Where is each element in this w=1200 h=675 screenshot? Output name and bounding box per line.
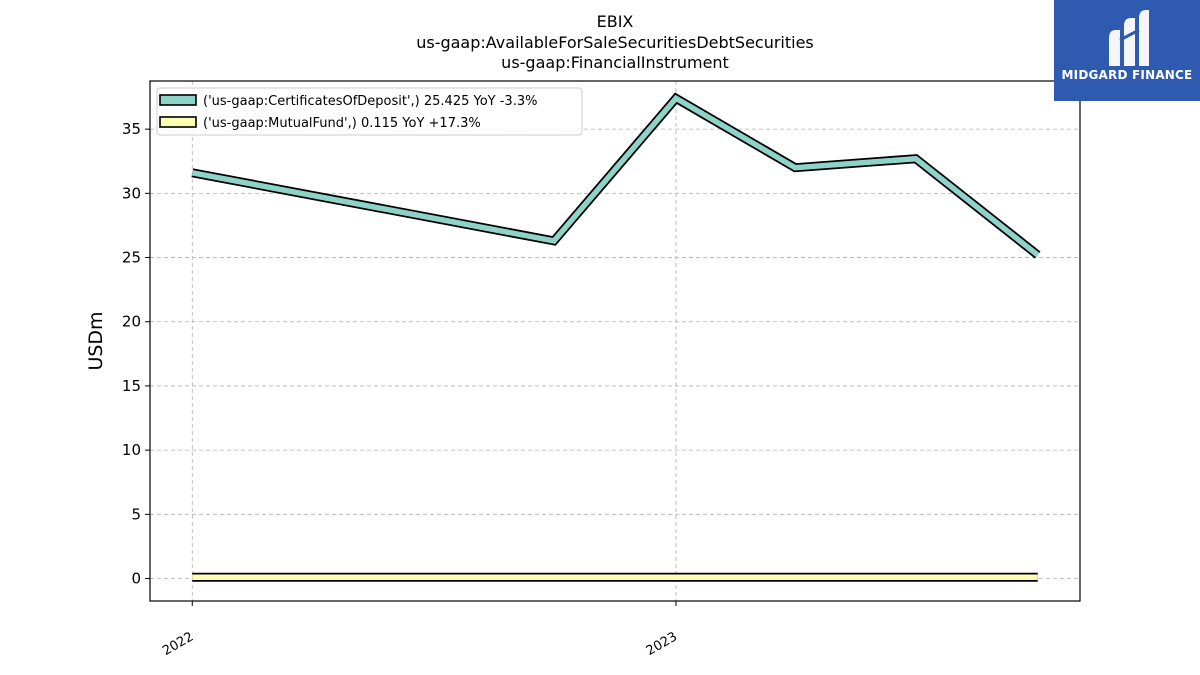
legend: ('us-gaap:CertificatesOfDeposit',) 25.42… [156, 87, 583, 136]
y-tick-label: 15 [122, 377, 141, 395]
y-tick-label: 5 [131, 505, 141, 523]
y-tick-label: 10 [122, 441, 141, 459]
chart-title-line-1: EBIX [597, 12, 634, 31]
y-tick-label: 35 [122, 120, 141, 138]
x-tick-label: 2023 [644, 629, 680, 659]
legend-label-2: ('us-gaap:MutualFund',) 0.115 YoY +17.3% [203, 116, 481, 131]
x-tick-label: 2022 [160, 629, 196, 659]
brand-logo: MIDGARD FINANCE [1054, 0, 1200, 101]
legend-swatch-2 [159, 116, 197, 128]
plot-series [191, 92, 1041, 582]
y-axis-ticks: 0 5 10 15 20 25 30 35 [122, 120, 150, 588]
y-tick-label: 0 [131, 570, 141, 588]
chart-title-line-3: us-gaap:FinancialInstrument [501, 53, 729, 72]
midgard-logo-icon [1109, 10, 1149, 66]
plot-frame [149, 80, 1081, 602]
y-axis-label: USDm [85, 311, 107, 370]
legend-label-1: ('us-gaap:CertificatesOfDeposit',) 25.42… [203, 94, 537, 109]
series-1-line [191, 94, 1040, 258]
y-tick-label: 25 [122, 249, 141, 267]
brand-name: MIDGARD FINANCE [1061, 68, 1193, 82]
grid [150, 81, 1080, 601]
legend-box [156, 87, 583, 136]
x-axis-ticks: 2022 2023 [160, 601, 680, 659]
chart-title-line-2: us-gaap:AvailableForSaleSecuritiesDebtSe… [416, 33, 814, 52]
y-tick-label: 30 [122, 184, 141, 202]
chart-title: EBIX us-gaap:AvailableForSaleSecuritiesD… [416, 12, 814, 72]
y-tick-label: 20 [122, 313, 141, 331]
legend-swatch-1 [159, 94, 197, 106]
